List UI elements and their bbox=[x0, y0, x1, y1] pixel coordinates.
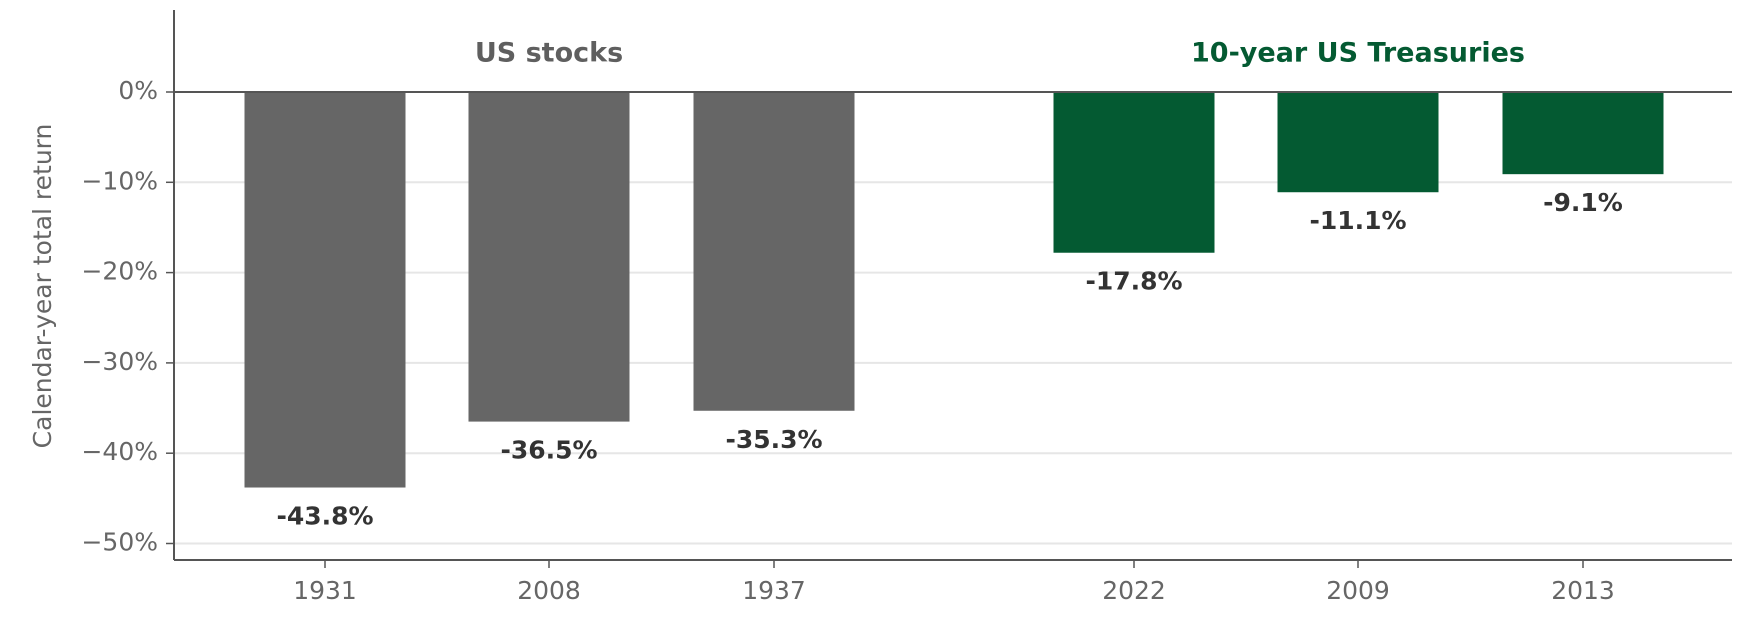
bar-2013 bbox=[1502, 92, 1664, 175]
value-label-1937: -35.3% bbox=[725, 425, 822, 454]
y-tick-label: −50% bbox=[81, 528, 158, 557]
y-tick-label: 0% bbox=[118, 76, 158, 105]
bar-1931 bbox=[244, 92, 406, 488]
value-label-2008: -36.5% bbox=[500, 436, 597, 465]
grid-lines bbox=[174, 181, 1732, 545]
value-label-1931: -43.8% bbox=[276, 502, 373, 531]
bars bbox=[244, 92, 1664, 488]
y-tick-label: −20% bbox=[81, 257, 158, 286]
bar-2009 bbox=[1277, 92, 1439, 193]
value-label-2009: -11.1% bbox=[1309, 206, 1406, 235]
group-label: 10-year US Treasuries bbox=[1191, 38, 1525, 69]
value-label-2022: -17.8% bbox=[1085, 267, 1182, 296]
y-tick-label: −10% bbox=[81, 166, 158, 195]
bar-2008 bbox=[468, 92, 630, 422]
y-axis-label: Calendar-year total return bbox=[28, 124, 57, 449]
x-tick-label-1937: 1937 bbox=[742, 576, 806, 605]
x-tick-label-2013: 2013 bbox=[1551, 576, 1615, 605]
bar-1937 bbox=[693, 92, 855, 411]
x-tick-label-1931: 1931 bbox=[293, 576, 357, 605]
x-tick-label-2008: 2008 bbox=[517, 576, 581, 605]
group-label: US stocks bbox=[475, 38, 623, 69]
x-tick-label-2022: 2022 bbox=[1102, 576, 1166, 605]
y-tick-label: −40% bbox=[81, 437, 158, 466]
labels: 0% −10% −20% −30% −40% −50% -43.8% 1931 -36.5% 20… bbox=[81, 38, 1622, 606]
bar-2022 bbox=[1053, 92, 1215, 253]
value-label-2013: -9.1% bbox=[1543, 188, 1623, 217]
x-tick-label-2009: 2009 bbox=[1326, 576, 1390, 605]
axes bbox=[166, 10, 1732, 568]
y-tick-label: −30% bbox=[81, 347, 158, 376]
